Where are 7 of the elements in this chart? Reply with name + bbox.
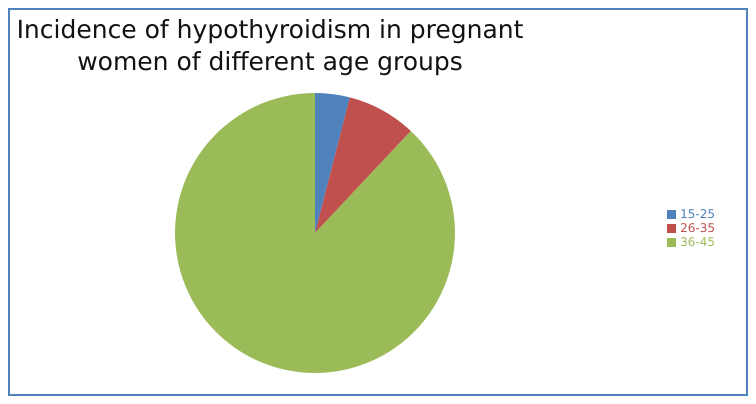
chart-title: Incidence of hypothyroidism in pregnant women of different age groups [16, 14, 524, 78]
legend-label: 26-35 [680, 221, 715, 235]
legend-label: 15-25 [680, 207, 715, 221]
pie-slice [315, 97, 411, 233]
legend-label: 36-45 [680, 235, 715, 249]
pie-slice [315, 93, 350, 233]
pie-slice [175, 93, 455, 373]
